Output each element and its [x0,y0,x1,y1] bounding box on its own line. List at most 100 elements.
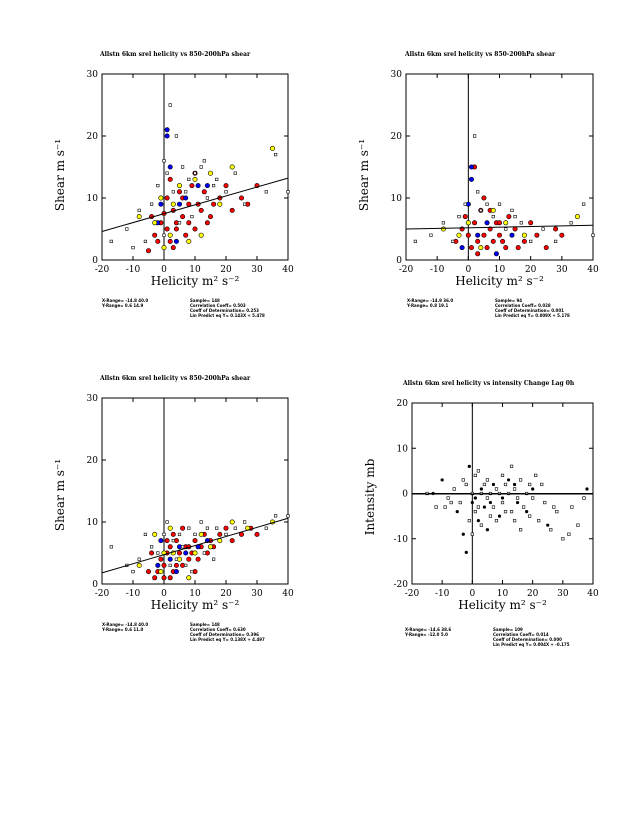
data-point [215,177,219,182]
data-point [192,538,198,544]
data-point [205,196,210,200]
data-point [482,505,486,509]
data-point [485,478,490,482]
data-point [264,190,268,194]
data-point [494,519,499,523]
y-tick-label: -10 [394,535,409,545]
data-point [446,496,450,500]
x-tick-label: 10 [189,589,201,599]
regression-stat: Lin Predict eq Y= 0.004X + -0.175 [493,642,570,647]
regression-stat: Sample= 148 [190,298,220,303]
x-tick-label: 20 [525,265,537,275]
data-point [184,563,188,567]
data-point [156,551,160,555]
data-point [549,528,553,532]
data-point [177,183,183,189]
data-point [158,569,164,575]
data-point [217,531,223,537]
y-tick-label: 30 [391,70,403,80]
data-point [174,134,179,138]
data-point [459,245,465,251]
y-tick-label: 0 [402,490,408,500]
data-point [509,464,514,468]
data-point [490,207,496,213]
data-point [509,232,515,238]
data-point [201,189,207,195]
data-point [525,510,529,514]
data-point [510,208,514,213]
regression-stat: Sample= 109 [493,627,523,632]
data-point [199,520,203,524]
data-point [158,538,164,544]
data-point [286,514,290,518]
regression-stat: Correlation Coeff= 0.503 [190,303,246,308]
regression-stat: X-Range= -14.9 36.0 [407,298,453,303]
data-point [161,562,167,568]
regression-stat: Lin Predict eq Y= 0.138X + 4.497 [190,637,265,642]
data-point [164,127,170,133]
data-point [161,575,167,581]
data-point [149,550,155,556]
data-point [152,220,158,226]
data-point [137,557,141,561]
data-point [490,238,496,244]
y-axis-label: Shear m s⁻¹ [357,139,371,211]
data-point [455,510,459,514]
data-point [521,232,527,238]
data-point [457,215,461,219]
data-point [165,171,169,175]
data-point [576,523,580,527]
data-point [186,575,192,581]
data-point [509,509,514,514]
data-point [155,238,161,244]
data-point [164,538,170,544]
data-point [487,226,493,232]
data-point [475,238,481,244]
data-point [273,153,278,157]
data-point [491,215,495,219]
data-point [181,545,185,549]
data-point [136,214,142,220]
data-point [193,532,197,536]
data-point [158,201,164,207]
data-point [519,221,523,225]
data-point [485,496,490,500]
data-point [506,214,512,220]
data-point [199,165,203,169]
data-point [187,177,191,182]
regression-stat: X-Range= -14.6 38.6 [405,627,451,632]
data-point [167,544,173,550]
data-point [479,487,483,491]
data-point [484,245,490,251]
data-point [470,500,474,505]
data-point [143,239,148,244]
data-point [464,482,468,487]
data-point [476,469,480,473]
chart-panel-3: Allstn 6km srel helicity vs 850-200hPa s… [53,375,294,642]
y-axis-label: Shear m s⁻¹ [53,459,67,531]
data-point [462,214,468,220]
x-tick-label: -20 [399,265,414,275]
data-point [518,478,523,482]
x-tick-label: 0 [465,265,471,275]
data-point [512,482,517,487]
data-point [168,563,172,567]
data-point [137,208,141,213]
y-axis-label: Intensity mb [363,458,377,535]
data-point [452,487,456,491]
data-point [195,183,201,189]
y-tick-label: 0 [92,580,98,590]
data-point [543,500,547,505]
data-point [171,538,175,543]
x-tick-label: -10 [435,589,450,599]
data-point [217,201,223,207]
data-point [177,201,183,207]
y-tick-label: 10 [391,194,403,204]
data-point [170,201,176,207]
data-point [582,496,586,500]
data-point [467,464,471,468]
y-tick-label: 10 [87,194,99,204]
data-point [449,500,453,505]
data-point [173,238,179,244]
chart-title: Allstn 6km srel helicity vs intensity Ch… [402,380,575,387]
